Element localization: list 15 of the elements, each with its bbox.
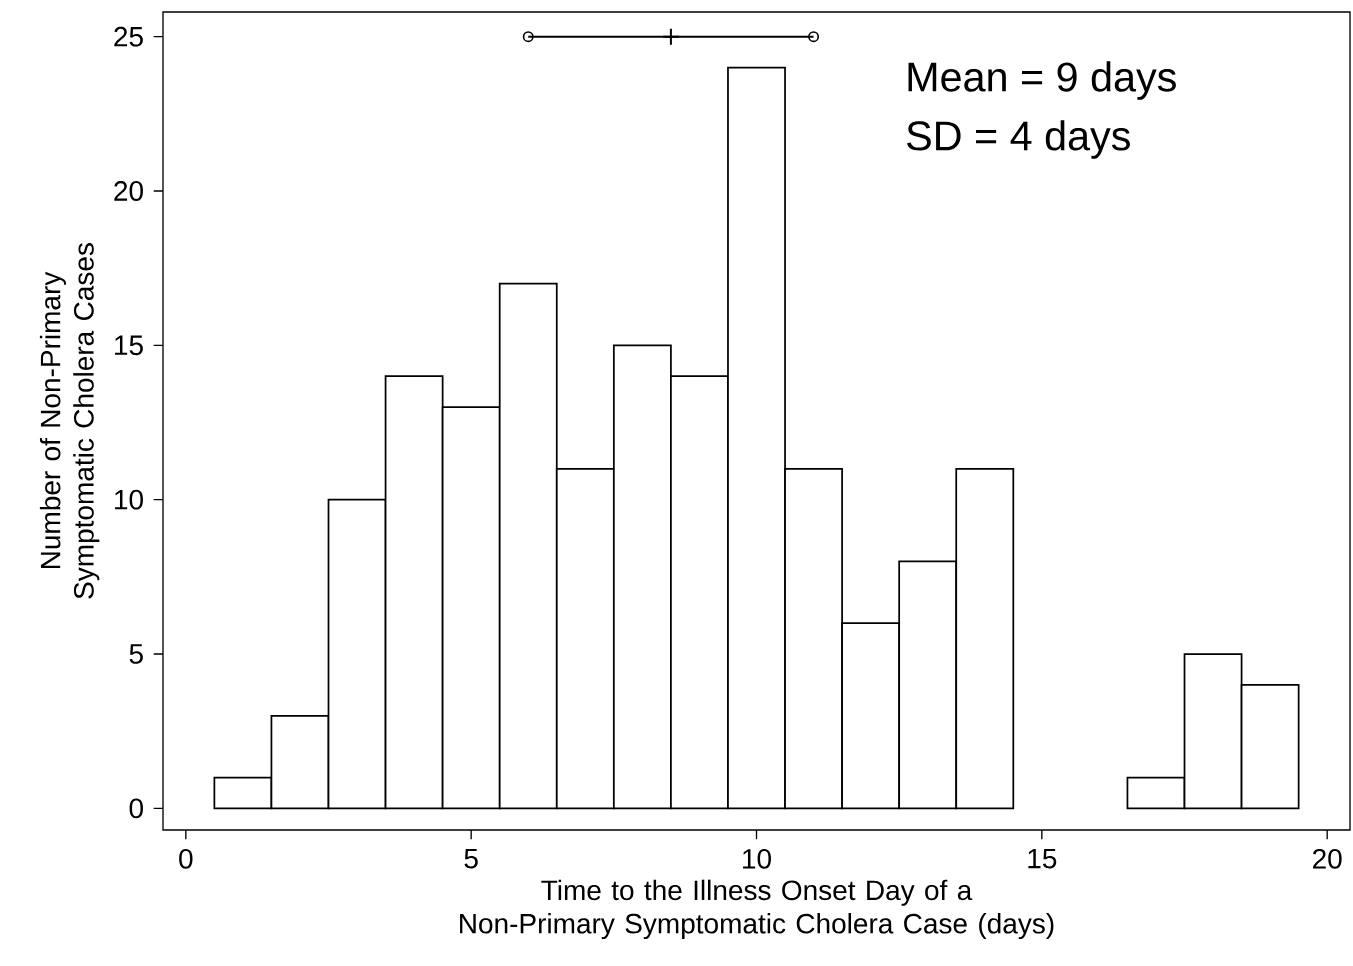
x-axis-title: Time to the Illness Onset Day of a Non-Primary Symptomatic Cholera Case (days) xyxy=(460,879,1054,940)
y-tick-label: 5 xyxy=(129,644,143,664)
y-tick-label: 0 xyxy=(129,798,143,819)
y-tick-label: 25 xyxy=(114,26,143,47)
annotation: SD = 4 days xyxy=(907,120,1130,159)
x-tick-label: 10 xyxy=(743,848,771,869)
y-axis-title: Number of Non-Primary Symptomatic Cholera Cases xyxy=(39,243,100,599)
x-tick-label: 15 xyxy=(1028,848,1057,869)
annotation: Mean = 9 days xyxy=(908,61,1176,100)
y-tick-label: 15 xyxy=(115,335,143,356)
x-tick-label: 20 xyxy=(1313,848,1342,869)
x-tick-label: 0 xyxy=(179,848,193,869)
y-tick-label: 20 xyxy=(114,181,143,201)
y-tick-label: 10 xyxy=(115,489,143,510)
x-tick-label: 5 xyxy=(464,848,478,869)
